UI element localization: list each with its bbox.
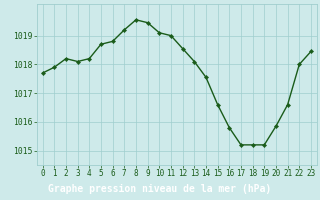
Text: Graphe pression niveau de la mer (hPa): Graphe pression niveau de la mer (hPa) (48, 183, 272, 194)
